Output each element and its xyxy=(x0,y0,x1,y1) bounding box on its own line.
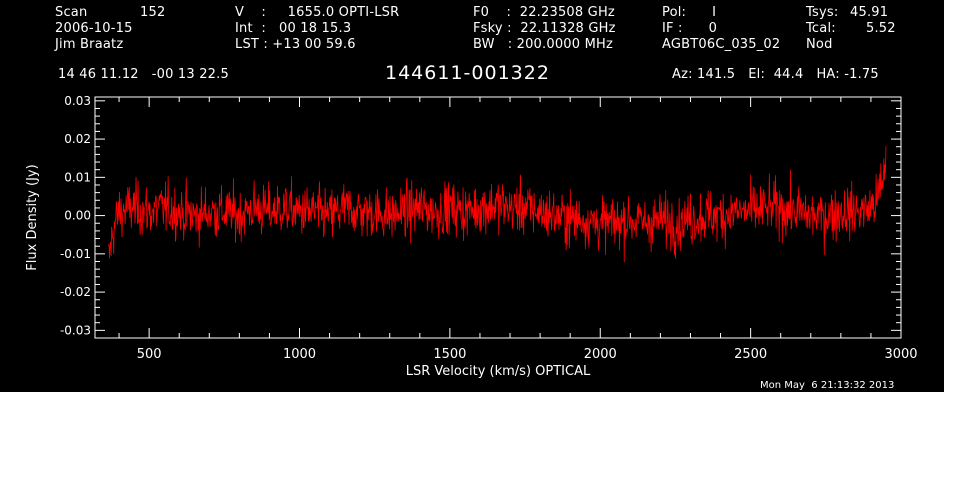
tcal-label: Tcal: xyxy=(806,21,836,36)
y-axis: -0.03 -0.02 -0.01 0.00 0.01 0.02 0.03 xyxy=(60,94,901,339)
tsys-label: Tsys: xyxy=(806,5,839,20)
series-layer xyxy=(108,146,887,263)
coordinates-text: 14 46 11.12 -00 13 22.5 xyxy=(58,67,229,82)
spectrum-chart: -0.03 -0.02 -0.01 0.00 0.01 0.02 0.03 500 1000 1… xyxy=(25,94,918,379)
y-tick-label: 0.00 xyxy=(64,209,91,223)
x-axis: 500 1000 1500 2000 2500 3000 xyxy=(118,97,918,362)
az-el-ha-text: Az: 141.5 El: 44.4 HA: -1.75 xyxy=(672,67,879,82)
lst-line: LST : +13 00 59.6 xyxy=(235,37,356,52)
observing-mode: Nod xyxy=(806,37,833,52)
x-tick-label: 500 xyxy=(137,347,162,362)
tcal-value: 5.52 xyxy=(866,21,896,36)
y-tick-label: -0.01 xyxy=(60,247,91,261)
velocity-line: V : 1655.0 OPTI-LSR xyxy=(235,5,400,20)
integration-line: Int : 00 18 15.3 xyxy=(235,21,352,36)
y-tick-label: 0.02 xyxy=(64,132,91,146)
polarization-line: Pol: I xyxy=(662,5,717,20)
spectrum-line xyxy=(108,146,887,263)
bandwidth-line: BW : 200.0000 MHz xyxy=(473,37,613,52)
tsys-value: 45.91 xyxy=(850,5,889,20)
x-axis-title: LSR Velocity (km/s) OPTICAL xyxy=(406,364,591,379)
y-tick-label: -0.02 xyxy=(60,285,91,299)
timestamp: Mon May 6 21:13:32 2013 xyxy=(760,380,895,391)
x-tick-label: 2500 xyxy=(734,347,767,362)
scan-value: 152 xyxy=(140,5,166,20)
y-tick-label: 0.03 xyxy=(64,94,91,108)
scan-label: Scan xyxy=(55,5,88,20)
y-axis-title: Flux Density (Jy) xyxy=(25,164,40,270)
date-text: 2006-10-15 xyxy=(55,21,133,36)
plot-frame xyxy=(94,96,902,339)
x-tick-label: 2000 xyxy=(584,347,617,362)
fsky-line: Fsky : 22.11328 GHz xyxy=(473,21,616,36)
x-tick-label: 3000 xyxy=(884,347,917,362)
if-line: IF : 0 xyxy=(662,21,718,36)
observer-text: Jim Braatz xyxy=(55,37,124,52)
f0-line: F0 : 22.23508 GHz xyxy=(473,5,615,20)
y-tick-label: 0.01 xyxy=(64,170,91,184)
project-id: AGBT06C_035_02 xyxy=(662,37,781,52)
x-tick-label: 1000 xyxy=(283,347,316,362)
source-name: 144611-001322 xyxy=(385,62,550,84)
plot-window: Scan 152 2006-10-15 Jim Braatz V : 1655.… xyxy=(0,0,944,392)
y-tick-label: -0.03 xyxy=(60,323,91,337)
x-tick-label: 1500 xyxy=(433,347,466,362)
